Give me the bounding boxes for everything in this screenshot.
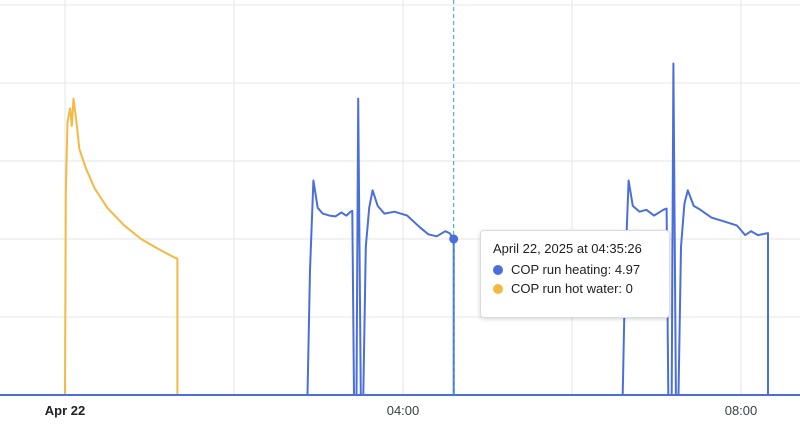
series-dot-heating [493,264,503,275]
series-line-hot-water[interactable] [0,97,800,396]
x-axis-ticks: Apr 22 04:00 08:00 [45,403,758,418]
series-dot-hot-water [493,283,503,294]
x-tick-label: 08:00 [725,403,758,418]
hover-tooltip: April 22, 2025 at 04:35:26 COP run heati… [480,230,670,318]
tooltip-label-hot-water: COP run hot water: 0 [511,281,633,296]
tooltip-title: April 22, 2025 at 04:35:26 [493,241,642,256]
x-tick-label: Apr 22 [45,403,85,418]
series-layer [0,62,800,396]
tooltip-row-hot-water: COP run hot water: 0 [493,281,657,296]
grid-lines [0,0,800,395]
tooltip-row-heating: COP run heating: 4.97 [493,262,657,277]
series-line-heating[interactable] [0,62,800,396]
hover-point-heating [449,234,459,244]
x-tick-label: 04:00 [387,403,420,418]
tooltip-label-heating: COP run heating: 4.97 [511,262,641,277]
